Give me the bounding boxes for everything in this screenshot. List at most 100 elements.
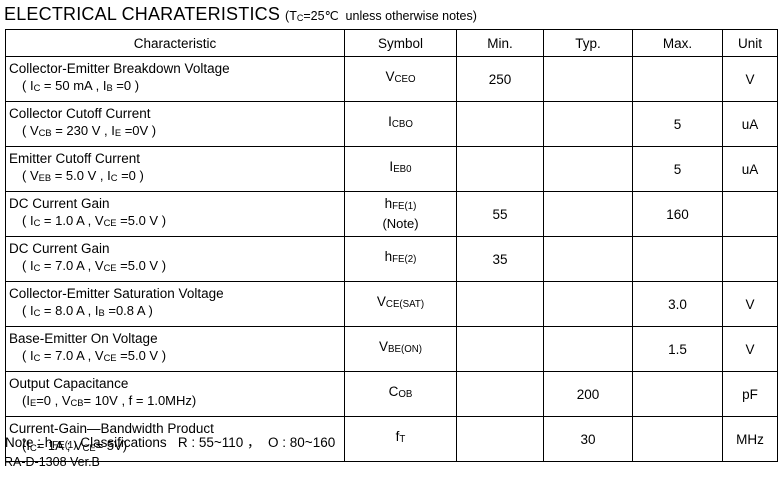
characteristic-cell: Collector Cutoff Current ( VCB = 230 V ,…: [5, 101, 345, 147]
symbol-cell: COB: [344, 371, 457, 417]
col-header-typ: Typ.: [543, 29, 633, 57]
characteristic-cell: Emitter Cutoff Current ( VEB = 5.0 V , I…: [5, 146, 345, 192]
characteristic-name: DC Current Gain: [9, 196, 110, 212]
symbol-note: (Note): [382, 215, 419, 231]
max-value: 3.0: [632, 281, 723, 327]
col-header-characteristic: Characteristic: [5, 29, 345, 57]
characteristic-name: Output Capacitance: [9, 376, 129, 392]
test-condition: ( VEB = 5.0 V , IC =0 ): [22, 168, 144, 184]
symbol-cell: fT: [344, 416, 457, 462]
symbol: VCE(SAT): [376, 294, 425, 311]
test-condition: ( IC = 1.0 A , VCE =5.0 V ): [22, 213, 167, 229]
table-row: DC Current Gain ( IC = 7.0 A , VCE =5.0 …: [5, 236, 778, 282]
max-value: 5: [632, 101, 723, 147]
symbol-cell: IEB0: [344, 146, 457, 192]
min-value: [456, 371, 544, 417]
max-value: 160: [632, 191, 723, 237]
unit-value: V: [722, 56, 778, 102]
min-value: [456, 326, 544, 372]
min-value: [456, 416, 544, 462]
min-value: [456, 101, 544, 147]
typ-value: 200: [543, 371, 633, 417]
characteristic-cell: Collector-Emitter Breakdown Voltage ( IC…: [5, 56, 345, 102]
unit-value: uA: [722, 146, 778, 192]
typ-value: [543, 326, 633, 372]
col-header-symbol: Symbol: [344, 29, 457, 57]
min-value: 35: [456, 236, 544, 282]
characteristic-name: Current-Gain—Bandwidth Product: [9, 421, 214, 437]
characteristic-cell: Current-Gain—Bandwidth Product (IC= 1A ;…: [5, 416, 345, 462]
typ-value: [543, 101, 633, 147]
symbol-cell: ICBO: [344, 101, 457, 147]
max-value: [632, 416, 723, 462]
test-condition: (IC= 1A ; VCE= 5V): [22, 438, 128, 454]
table-body: Collector-Emitter Breakdown Voltage ( IC…: [5, 56, 778, 462]
min-value: [456, 146, 544, 192]
symbol: COB: [388, 384, 413, 401]
typ-value: [543, 191, 633, 237]
unit-value: MHz: [722, 416, 778, 462]
characteristic-cell: Collector-Emitter Saturation Voltage ( I…: [5, 281, 345, 327]
test-condition: ( IC = 7.0 A , VCE =5.0 V ): [22, 348, 167, 364]
symbol: hFE(1): [384, 196, 417, 213]
max-value: [632, 56, 723, 102]
characteristic-name: Collector Cutoff Current: [9, 106, 151, 122]
title-text: ELECTRICAL CHARATERISTICS: [4, 4, 281, 24]
min-value: [456, 281, 544, 327]
characteristic-name: Emitter Cutoff Current: [9, 151, 141, 167]
characteristic-name: Base-Emitter On Voltage: [9, 331, 158, 347]
min-value: 250: [456, 56, 544, 102]
table-header-row: Characteristic Symbol Min. Typ. Max. Uni…: [5, 29, 778, 57]
test-condition: ( IC = 7.0 A , VCE =5.0 V ): [22, 258, 167, 274]
typ-value: [543, 281, 633, 327]
symbol-cell: VBE(ON): [344, 326, 457, 372]
page-title: ELECTRICAL CHARATERISTICS (TC=25℃ unless…: [4, 4, 477, 25]
table-row: Collector Cutoff Current ( VCB = 230 V ,…: [5, 101, 778, 147]
test-condition: ( IC = 50 mA , IB =0 ): [22, 78, 140, 94]
characteristic-cell: Base-Emitter On Voltage ( IC = 7.0 A , V…: [5, 326, 345, 372]
symbol: VCEO: [385, 69, 416, 86]
symbol: VBE(ON): [378, 339, 423, 356]
characteristic-cell: Output Capacitance (IE=0 , VCB= 10V , f …: [5, 371, 345, 417]
test-condition: ( VCB = 230 V , IE =0V ): [22, 123, 157, 139]
table-row: Output Capacitance (IE=0 , VCB= 10V , f …: [5, 371, 778, 417]
footnote: Note : hFE(1) Classifications R : 55~110…: [5, 435, 336, 452]
table-row: Base-Emitter On Voltage ( IC = 7.0 A , V…: [5, 326, 778, 372]
symbol: hFE(2): [384, 249, 417, 266]
test-condition: (IE=0 , VCB= 10V , f = 1.0MHz): [22, 393, 197, 409]
col-header-unit: Unit: [722, 29, 778, 57]
unit-value: [722, 236, 778, 282]
col-header-max: Max.: [632, 29, 723, 57]
characteristics-table: Characteristic Symbol Min. Typ. Max. Uni…: [5, 29, 778, 462]
unit-value: [722, 191, 778, 237]
characteristic-name: DC Current Gain: [9, 241, 110, 257]
unit-value: pF: [722, 371, 778, 417]
symbol: ICBO: [388, 114, 413, 131]
characteristic-name: Collector-Emitter Saturation Voltage: [9, 286, 224, 302]
characteristic-cell: DC Current Gain ( IC = 1.0 A , VCE =5.0 …: [5, 191, 345, 237]
col-header-min: Min.: [456, 29, 544, 57]
max-value: 5: [632, 146, 723, 192]
typ-value: [543, 56, 633, 102]
characteristic-name: Collector-Emitter Breakdown Voltage: [9, 61, 230, 77]
max-value: 1.5: [632, 326, 723, 372]
typ-value: [543, 236, 633, 282]
document-reference: RA-D-1308 Ver.B: [4, 455, 100, 469]
title-condition: (TC=25℃ unless otherwise notes): [285, 9, 477, 24]
symbol-cell: VCE(SAT): [344, 281, 457, 327]
symbol-cell: VCEO: [344, 56, 457, 102]
table-row: Collector-Emitter Breakdown Voltage ( IC…: [5, 56, 778, 102]
table-row: Current-Gain—Bandwidth Product (IC= 1A ;…: [5, 416, 778, 462]
symbol: fT: [395, 429, 406, 446]
max-value: [632, 371, 723, 417]
max-value: [632, 236, 723, 282]
table-row: Emitter Cutoff Current ( VEB = 5.0 V , I…: [5, 146, 778, 192]
test-condition: ( IC = 8.0 A , IB =0.8 A ): [22, 303, 153, 319]
table-row: DC Current Gain ( IC = 1.0 A , VCE =5.0 …: [5, 191, 778, 237]
unit-value: V: [722, 281, 778, 327]
characteristic-cell: DC Current Gain ( IC = 7.0 A , VCE =5.0 …: [5, 236, 345, 282]
typ-value: 30: [543, 416, 633, 462]
unit-value: V: [722, 326, 778, 372]
table-row: Collector-Emitter Saturation Voltage ( I…: [5, 281, 778, 327]
